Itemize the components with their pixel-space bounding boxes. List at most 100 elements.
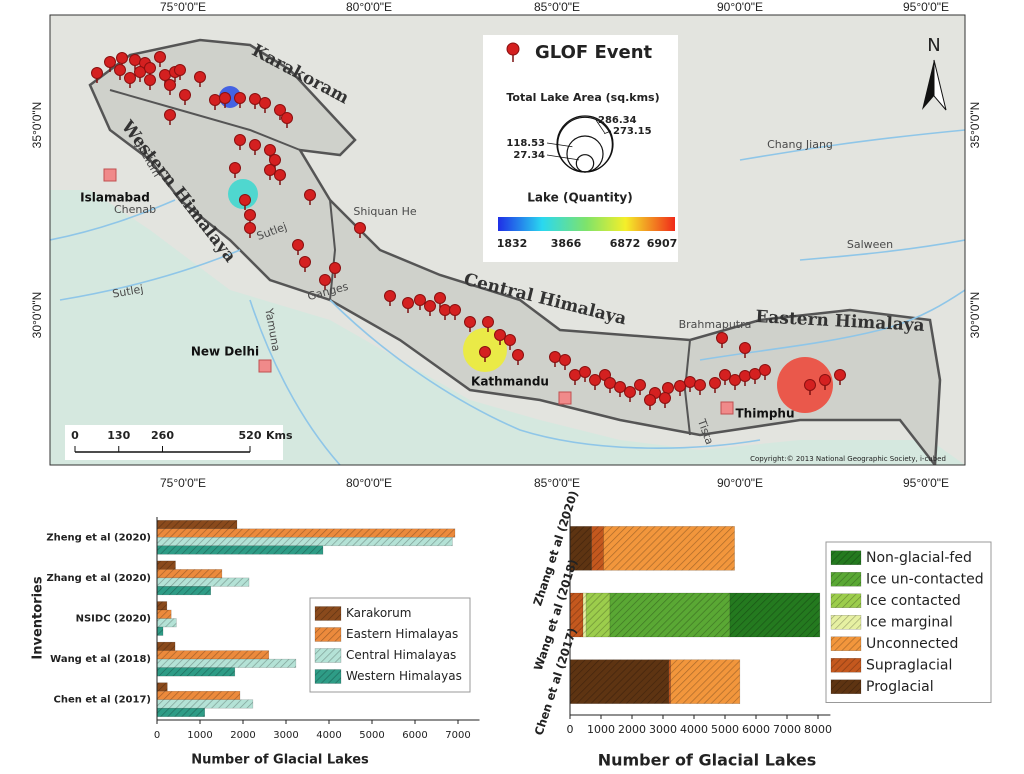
scale-bar-label: 130 bbox=[107, 429, 130, 442]
glof-event-marker bbox=[249, 139, 261, 151]
glof-event-marker bbox=[479, 346, 491, 358]
scale-bar-label: 520 bbox=[239, 429, 262, 442]
x-tick-label: 2000 bbox=[230, 730, 255, 741]
latitude-label: 35°0'0"N bbox=[30, 102, 44, 149]
river bbox=[50, 199, 176, 241]
x-axis-title: Number of Glacial Lakes bbox=[191, 753, 369, 768]
y-axis-title: Inventories bbox=[31, 576, 46, 659]
legend-swatch bbox=[314, 627, 342, 642]
x-tick-label: 7000 bbox=[445, 730, 470, 741]
glof-event-marker bbox=[239, 194, 251, 206]
bar bbox=[156, 707, 205, 717]
region-boundary bbox=[683, 339, 691, 436]
colorbar-label: 6907 bbox=[647, 237, 678, 250]
colorbar-label: 1832 bbox=[497, 237, 528, 250]
glof-event-marker bbox=[739, 370, 751, 382]
glof-event-marker bbox=[624, 386, 636, 398]
glof-event-marker bbox=[482, 316, 494, 328]
legend-label: Eastern Himalayas bbox=[346, 627, 458, 641]
scale-bar-label: 0 bbox=[71, 429, 79, 442]
legend-leader bbox=[603, 130, 612, 135]
city-label: Kathmandu bbox=[471, 375, 549, 389]
glof-event-marker bbox=[319, 274, 331, 286]
legend-label: Supraglacial bbox=[866, 657, 952, 673]
north-label: N bbox=[927, 35, 940, 56]
legend-label: Ice marginal bbox=[866, 614, 953, 630]
river-label: Chenab bbox=[114, 203, 156, 216]
x-tick-label: 6000 bbox=[402, 730, 427, 741]
colorbar-label: 6872 bbox=[610, 237, 641, 250]
river bbox=[329, 299, 761, 449]
legend-label: Western Himalayas bbox=[346, 669, 462, 683]
legend-swatch bbox=[830, 550, 862, 565]
glof-event-marker bbox=[114, 64, 126, 76]
glof-event-marker bbox=[304, 189, 316, 201]
glof-event-marker bbox=[634, 379, 646, 391]
glof-event-marker bbox=[549, 351, 561, 363]
legend-swatch bbox=[830, 679, 862, 694]
bar bbox=[156, 690, 241, 700]
glof-event-marker bbox=[249, 93, 261, 105]
x-tick-label: 8000 bbox=[804, 723, 832, 736]
river-label: Shiquan He bbox=[353, 205, 416, 218]
legend-swatch bbox=[314, 669, 342, 684]
glof-event-marker bbox=[329, 262, 341, 274]
glof-event-marker bbox=[124, 72, 136, 84]
north-arrow bbox=[922, 60, 934, 110]
bar bbox=[156, 537, 453, 547]
longitude-label: 75°0'0"E bbox=[160, 476, 206, 490]
legend-label: Ice un-contacted bbox=[866, 571, 984, 587]
bar bbox=[569, 659, 670, 704]
legend-label: Karakorum bbox=[346, 606, 411, 620]
legend-leader bbox=[546, 154, 580, 161]
river bbox=[799, 239, 965, 261]
city-label: Islamabad bbox=[80, 191, 150, 205]
bar bbox=[156, 586, 211, 596]
legend-swatch bbox=[830, 636, 862, 651]
river-label: Sutlej bbox=[111, 282, 144, 300]
scale-bar-unit: Kms bbox=[266, 429, 293, 442]
colorbar bbox=[498, 217, 675, 231]
bar bbox=[156, 528, 456, 538]
scale-bar-label: 260 bbox=[151, 429, 174, 442]
bar bbox=[156, 658, 297, 668]
x-tick-label: 4000 bbox=[316, 730, 341, 741]
longitude-label: 90°0'0"E bbox=[717, 0, 763, 14]
bar bbox=[156, 682, 168, 692]
glof-event-marker bbox=[219, 92, 231, 104]
legend-area-label: 118.53 bbox=[506, 138, 545, 149]
glof-event-marker bbox=[569, 369, 581, 381]
legend-swatch bbox=[830, 572, 862, 587]
x-tick-label: 7000 bbox=[773, 723, 801, 736]
bar bbox=[585, 592, 611, 638]
rivers bbox=[50, 129, 965, 465]
longitude-label: 80°0'0"E bbox=[346, 0, 392, 14]
glof-event-marker bbox=[134, 66, 146, 78]
glof-event-marker bbox=[234, 134, 246, 146]
glof-event-marker bbox=[234, 92, 246, 104]
region-boundary bbox=[109, 89, 301, 151]
bar bbox=[670, 659, 741, 704]
glof-event-marker bbox=[264, 164, 276, 176]
glof-event-marker bbox=[269, 154, 281, 166]
glof-event-marker bbox=[144, 62, 156, 74]
glof-event-marker bbox=[354, 222, 366, 234]
glof-event-marker bbox=[494, 329, 506, 341]
bar bbox=[156, 699, 254, 709]
y-tick-label: Zheng et al (2020) bbox=[46, 532, 151, 543]
river bbox=[249, 299, 341, 465]
glof-event-marker bbox=[694, 379, 706, 391]
bar bbox=[729, 592, 821, 638]
legend-area-title: Total Lake Area (sq.kms) bbox=[506, 91, 659, 104]
river-label: Brahmaputra bbox=[679, 318, 752, 331]
colorbar-label: 3866 bbox=[551, 237, 582, 250]
glof-event-marker bbox=[164, 109, 176, 121]
glof-event-marker bbox=[229, 162, 241, 174]
legend-label: Non-glacial-fed bbox=[866, 550, 972, 566]
bar bbox=[156, 618, 177, 628]
glof-event-marker bbox=[559, 354, 571, 366]
glof-event-marker bbox=[299, 256, 311, 268]
river-label: Chang Jiang bbox=[767, 138, 833, 151]
glof-event-marker bbox=[614, 381, 626, 393]
